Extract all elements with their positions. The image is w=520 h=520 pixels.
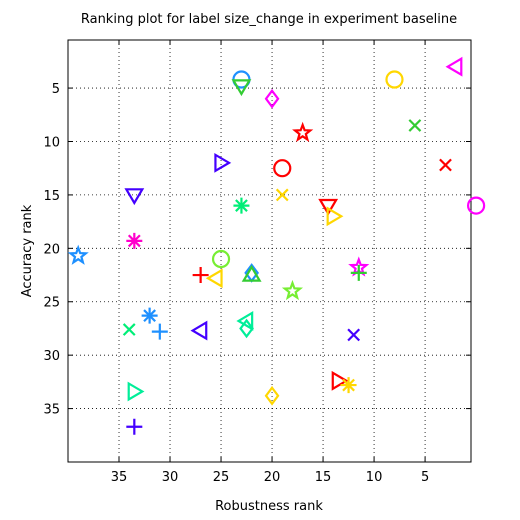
marker-star xyxy=(67,244,89,265)
marker-triangle-left xyxy=(445,56,463,77)
x-tick-label: 15 xyxy=(315,470,332,485)
x-tick-label: 5 xyxy=(421,470,429,485)
marker-triangle-left xyxy=(236,311,254,331)
marker-plus xyxy=(350,264,367,281)
marker-diamond xyxy=(239,318,254,339)
marker-x xyxy=(122,323,136,336)
marker-asterisk xyxy=(126,232,143,249)
marker-asterisk xyxy=(141,307,158,324)
marker-triangle-right xyxy=(331,370,349,391)
y-tick-label: 5 xyxy=(52,82,60,97)
x-tick-label: 35 xyxy=(111,470,128,485)
x-tick-label: 25 xyxy=(213,470,230,485)
x-tick-label: 20 xyxy=(264,470,281,485)
marker-star xyxy=(281,279,304,301)
marker-star xyxy=(292,121,314,142)
marker-triangle-up xyxy=(241,264,262,282)
axis-ticks: 35 30 25 20 15 10 5 5 10 15 20 25 30 35 xyxy=(43,40,471,485)
plot-frame xyxy=(67,39,472,463)
y-tick-label: 30 xyxy=(43,349,60,364)
y-tick-label: 25 xyxy=(43,296,60,311)
y-tick-label: 35 xyxy=(43,403,60,418)
marker-diamond xyxy=(264,88,280,109)
marker-triangle-left xyxy=(205,268,223,289)
marker-circle xyxy=(273,159,292,178)
x-tick-label: 30 xyxy=(162,470,179,485)
marker-circle xyxy=(211,249,231,269)
y-tick-label: 10 xyxy=(43,135,60,150)
data-markers xyxy=(67,56,486,435)
marker-triangle-down xyxy=(318,198,339,216)
y-axis-label: Accuracy rank xyxy=(20,204,35,297)
marker-x xyxy=(408,119,422,132)
marker-plus xyxy=(151,323,168,340)
marker-plus xyxy=(192,267,209,284)
marker-triangle-down xyxy=(124,188,145,206)
chart-title: Ranking plot for label size_change in ex… xyxy=(81,12,457,27)
marker-triangle-down xyxy=(231,79,252,97)
x-tick-label: 10 xyxy=(366,470,383,485)
marker-diamond xyxy=(264,385,280,406)
marker-circle xyxy=(467,196,486,215)
marker-x xyxy=(347,328,361,342)
marker-triangle-right xyxy=(326,206,344,227)
marker-x xyxy=(275,188,289,202)
marker-asterisk xyxy=(340,377,357,394)
marker-x xyxy=(439,158,452,172)
y-tick-label: 20 xyxy=(43,242,60,257)
marker-asterisk xyxy=(233,197,250,214)
marker-triangle-left xyxy=(190,320,208,341)
marker-circle xyxy=(385,70,404,89)
marker-triangle-right xyxy=(214,152,232,173)
marker-triangle-right xyxy=(127,381,145,402)
marker-plus xyxy=(126,418,143,435)
x-axis-label: Robustness rank xyxy=(215,499,323,514)
y-tick-label: 15 xyxy=(43,189,60,204)
